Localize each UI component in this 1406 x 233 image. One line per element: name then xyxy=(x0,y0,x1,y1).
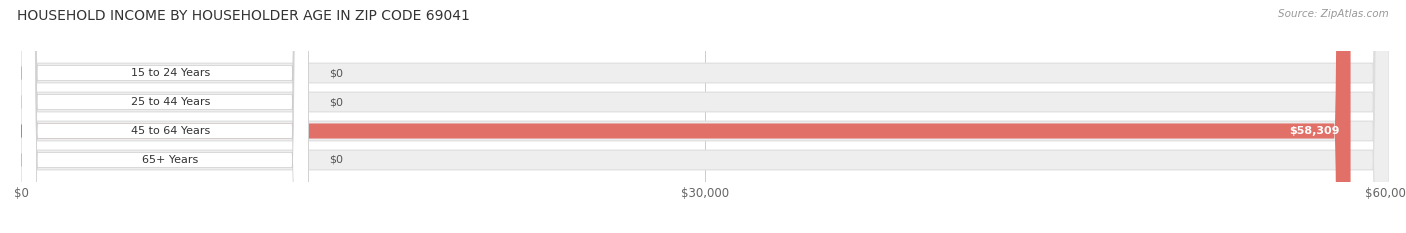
Text: 15 to 24 Years: 15 to 24 Years xyxy=(131,68,209,78)
FancyBboxPatch shape xyxy=(21,0,1389,233)
Text: 45 to 64 Years: 45 to 64 Years xyxy=(131,126,209,136)
FancyBboxPatch shape xyxy=(21,0,1389,233)
Text: 65+ Years: 65+ Years xyxy=(142,155,198,165)
Text: $58,309: $58,309 xyxy=(1289,126,1340,136)
Text: Source: ZipAtlas.com: Source: ZipAtlas.com xyxy=(1278,9,1389,19)
Text: $0: $0 xyxy=(329,155,343,165)
FancyBboxPatch shape xyxy=(21,0,1389,233)
FancyBboxPatch shape xyxy=(21,0,1351,233)
Text: $0: $0 xyxy=(329,68,343,78)
Text: 25 to 44 Years: 25 to 44 Years xyxy=(131,97,209,107)
FancyBboxPatch shape xyxy=(21,0,308,233)
FancyBboxPatch shape xyxy=(21,0,308,233)
Text: HOUSEHOLD INCOME BY HOUSEHOLDER AGE IN ZIP CODE 69041: HOUSEHOLD INCOME BY HOUSEHOLDER AGE IN Z… xyxy=(17,9,470,23)
FancyBboxPatch shape xyxy=(21,0,1389,233)
FancyBboxPatch shape xyxy=(21,0,308,233)
Text: $0: $0 xyxy=(329,97,343,107)
FancyBboxPatch shape xyxy=(21,0,308,233)
